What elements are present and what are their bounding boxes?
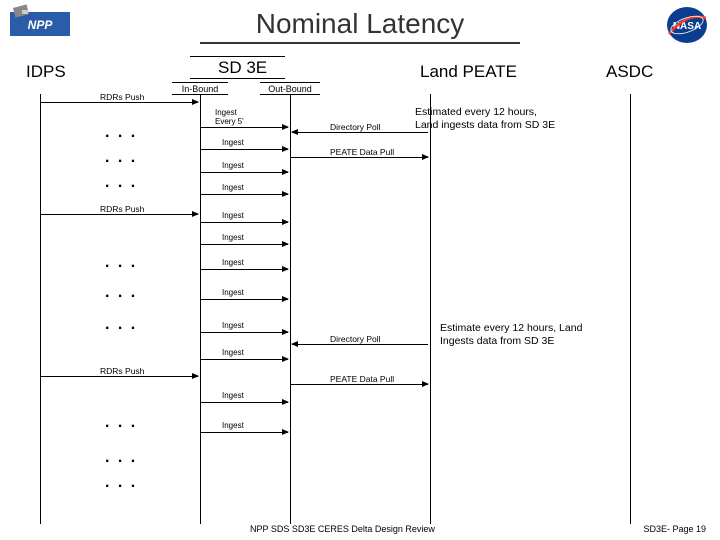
note-1: Estimated every 12 hours, Land ingests d… [415,106,555,131]
arrow-ing-3b [200,432,288,433]
arrow-ing-1c [200,172,288,173]
label-pull-1: PEATE Data Pull [330,147,394,157]
arrow-ing-2f [200,359,288,360]
arrow-ing-2e [200,332,288,333]
label-ing-2f: Ingest [222,349,244,358]
arrow-rdrs-2 [40,214,198,215]
lifeline-inbound [200,94,201,524]
lifeline-land [430,94,431,524]
label-ing-2c: Ingest [222,259,244,268]
arrow-ing-3a [200,402,288,403]
lane-land: Land PEATE [420,62,517,82]
dots-2: . . . [105,149,137,167]
sequence-diagram: IDPS SD 3E In-Bound Out-Bound Land PEATE… [0,54,720,524]
lane-outbound: Out-Bound [265,84,315,94]
label-dirpoll-2: Directory Poll [330,334,381,344]
label-ing-2b: Ingest [222,234,244,243]
lifeline-asdc [630,94,631,524]
lane-idps: IDPS [26,62,66,82]
label-dirpoll-1: Directory Poll [330,122,381,132]
dots-8: . . . [105,449,137,467]
arrow-ing-2d [200,299,288,300]
label-ing-3a: Ingest [222,392,244,401]
title-underline [200,42,520,44]
page-title: Nominal Latency [0,0,720,40]
lane-asdc: ASDC [606,62,653,82]
dots-3: . . . [105,174,137,192]
label-pull-2: PEATE Data Pull [330,374,394,384]
label-ing-1c: Ingest [222,162,244,171]
sd3e-line-bot [190,78,285,79]
npp-logo: NPP [10,4,70,44]
dots-9: . . . [105,474,137,492]
label-ing-2d: Ingest [222,289,244,298]
dots-1: . . . [105,124,137,142]
lane-sd3e: SD 3E [218,58,267,78]
sd3e-line-top [190,56,285,57]
arrow-rdrs-3 [40,376,198,377]
arrow-pull-2 [290,384,428,385]
label-ing-2e: Ingest [222,322,244,331]
dots-7: . . . [105,414,137,432]
label-ing-1d: Ingest [222,184,244,193]
label-ing-1b: Ingest [222,139,244,148]
label-rdrs-1: RDRs Push [100,92,144,102]
arrow-ing-2b [200,244,288,245]
dots-5: . . . [105,284,137,302]
label-rdrs-3: RDRs Push [100,366,144,376]
label-ing-3b: Ingest [222,422,244,431]
arrow-ing-2c [200,269,288,270]
lane-inbound: In-Bound [178,84,222,94]
note-2: Estimate every 12 hours, Land Ingests da… [440,322,582,347]
arrow-pull-1 [290,157,428,158]
arrow-ing-1d [200,194,288,195]
lifeline-idps [40,94,41,524]
footer-right: SD3E- Page 19 [643,524,706,534]
arrow-ing-1a [200,127,288,128]
label-ingest5-1: Ingest Every 5' [215,109,244,127]
arrow-dirpoll-2 [292,344,428,345]
dots-6: . . . [105,316,137,334]
arrow-ing-2a [200,222,288,223]
label-rdrs-2: RDRs Push [100,204,144,214]
nasa-logo: NASA [666,6,708,44]
footer-center: NPP SDS SD3E CERES Delta Design Review [250,524,435,534]
arrow-ing-1b [200,149,288,150]
label-ing-2a: Ingest [222,212,244,221]
svg-text:NPP: NPP [28,18,54,32]
arrow-rdrs-1 [40,102,198,103]
outbound-line-t [260,82,320,83]
dots-4: . . . [105,254,137,272]
lifeline-outbound [290,94,291,524]
arrow-dirpoll-1 [292,132,428,133]
inbound-line-t [172,82,228,83]
